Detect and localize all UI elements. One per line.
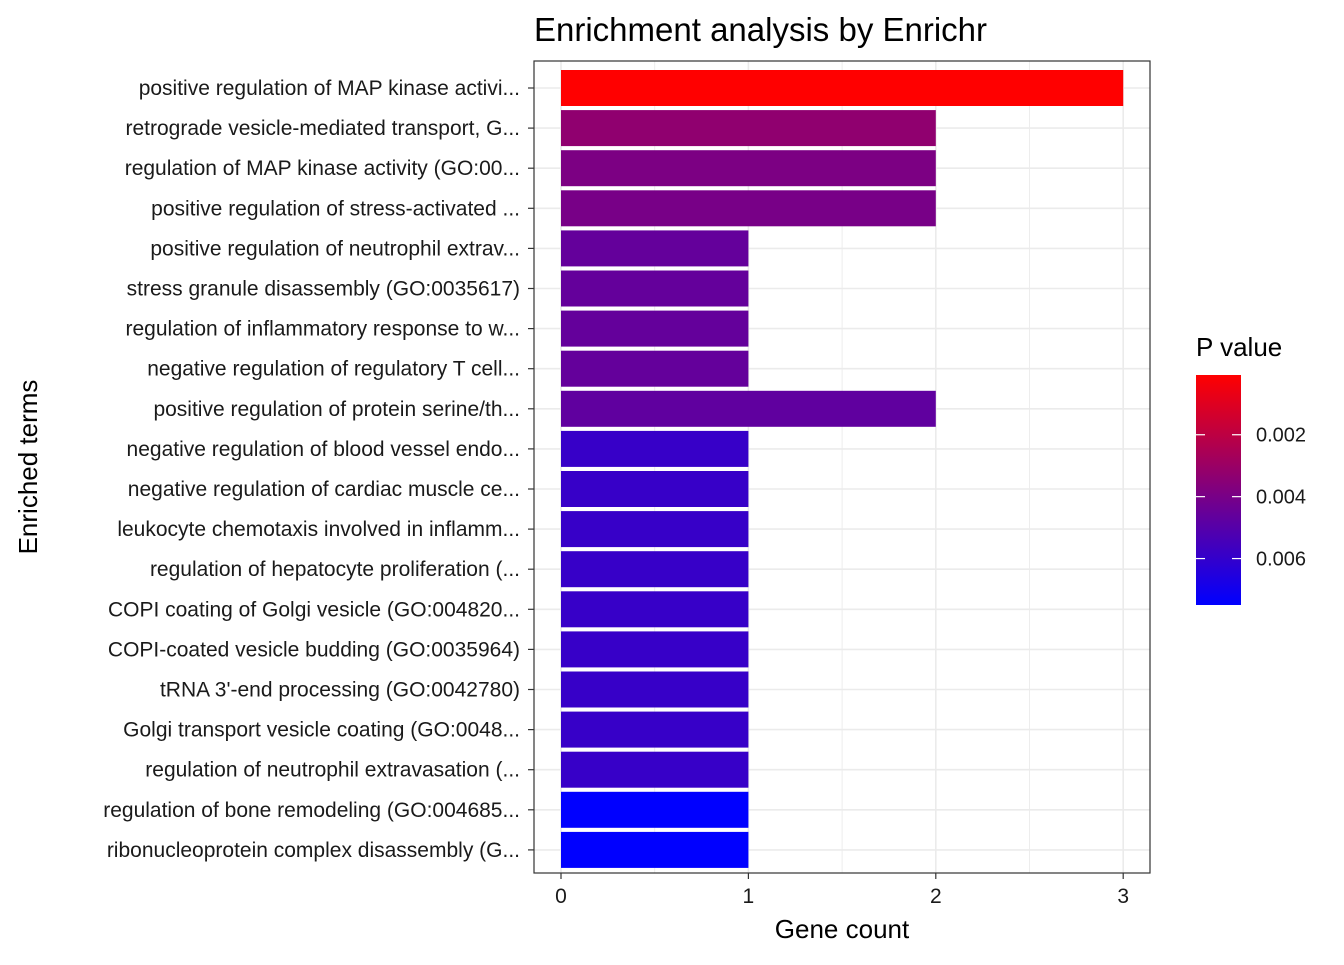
legend: P value 0.002 0.004 0.006 [1196, 332, 1306, 605]
y-tick-label: COPI-coated vesicle budding (GO:0035964) [108, 638, 520, 661]
bar [561, 430, 749, 467]
bar [561, 350, 749, 387]
y-tick-label: retrograde vesicle-mediated transport, G… [125, 117, 520, 140]
y-tick-label: negative regulation of regulatory T cell… [147, 358, 520, 381]
y-tick-label: regulation of MAP kinase activity (GO:00… [125, 157, 520, 180]
x-tick-label: 1 [743, 885, 755, 908]
bar [561, 471, 749, 507]
panel-border [533, 60, 1151, 874]
bar [561, 110, 936, 147]
bar [561, 751, 749, 788]
bar [561, 831, 749, 868]
legend-colorbar [1196, 375, 1241, 605]
y-tick-label: regulation of hepatocyte proliferation (… [150, 558, 520, 581]
bar [561, 70, 1124, 106]
x-tick-label: 2 [930, 885, 942, 908]
bar [561, 390, 936, 427]
y-tick-label: positive regulation of neutrophil extrav… [150, 237, 520, 260]
y-tick-label: negative regulation of blood vessel endo… [127, 438, 520, 461]
bar [561, 150, 936, 187]
y-axis-title: Enriched terms [13, 380, 43, 555]
bars [561, 70, 1124, 868]
chart-title: Enrichment analysis by Enrichr [534, 11, 987, 48]
y-tick-label: regulation of neutrophil extravasation (… [145, 759, 520, 782]
y-tick-label: leukocyte chemotaxis involved in inflamm… [117, 518, 520, 541]
bar [561, 270, 749, 307]
legend-title: P value [1196, 332, 1282, 362]
bar [561, 591, 749, 628]
y-tick-label: stress granule disassembly (GO:0035617) [127, 278, 520, 301]
y-tick-label: positive regulation of MAP kinase activi… [139, 77, 520, 100]
bar [561, 631, 749, 668]
legend-tick-label: 0.002 [1256, 425, 1306, 447]
x-tick-label: 3 [1117, 885, 1129, 908]
bar [561, 230, 749, 267]
bar [561, 190, 936, 227]
bar [561, 671, 749, 708]
y-tick-label: tRNA 3'-end processing (GO:0042780) [160, 679, 520, 702]
bar [561, 511, 749, 548]
y-tick-label: ribonucleoprotein complex disassembly (G… [107, 839, 520, 862]
bar [561, 791, 749, 828]
y-tick-label: regulation of bone remodeling (GO:004685… [103, 799, 520, 822]
bar [561, 711, 749, 748]
y-tick-label: positive regulation of protein serine/th… [153, 398, 520, 421]
y-axis-ticks: positive regulation of MAP kinase activi… [103, 77, 534, 862]
x-tick-label: 0 [555, 885, 567, 908]
y-tick-label: Golgi transport vesicle coating (GO:0048… [123, 719, 520, 742]
bar [561, 310, 749, 347]
y-tick-label: COPI coating of Golgi vesicle (GO:004820… [108, 598, 520, 621]
y-tick-label: positive regulation of stress-activated … [151, 197, 520, 220]
x-axis-title: Gene count [775, 914, 910, 944]
y-tick-label: regulation of inflammatory response to w… [125, 318, 520, 341]
x-axis-ticks: 0 1 2 3 [555, 873, 1129, 908]
y-tick-label: negative regulation of cardiac muscle ce… [128, 478, 520, 501]
bar [561, 551, 749, 588]
legend-tick-label: 0.004 [1256, 487, 1306, 509]
legend-tick-label: 0.006 [1256, 549, 1306, 571]
